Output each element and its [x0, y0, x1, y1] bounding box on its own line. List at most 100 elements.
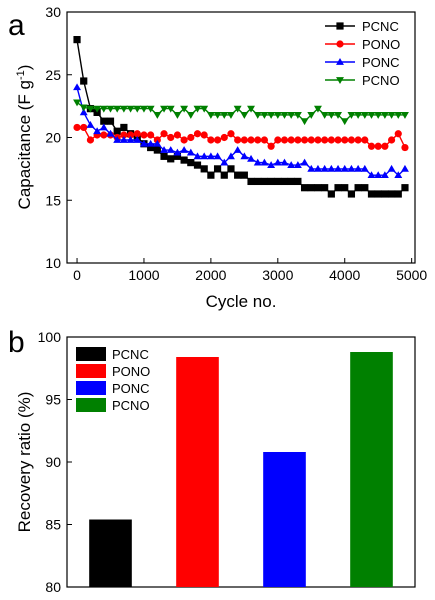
series-pcnc-point: [314, 184, 322, 192]
series-ponc-point: [380, 171, 389, 179]
panel-b-bars: [89, 352, 393, 587]
series-pcno-point: [93, 105, 102, 113]
series-pcnc-point: [347, 190, 356, 198]
series-pcno-point: [220, 112, 229, 119]
series-pcno-point: [173, 112, 182, 119]
series-pcno-point: [401, 112, 409, 119]
series-ponc-point: [300, 158, 309, 166]
series-pono-point: [167, 133, 175, 142]
series-pcno-point: [193, 105, 202, 113]
legend-swatch: [76, 398, 106, 412]
series-pcnc-point: [354, 184, 362, 192]
series-pcno-point: [340, 118, 349, 126]
panel-a-x-tick-label: 5000: [396, 267, 427, 283]
series-ponc-point: [360, 164, 369, 172]
series-pcno-point: [227, 112, 235, 119]
series-ponc-point: [253, 158, 262, 166]
panel-a-label: a: [8, 9, 25, 42]
series-pcno-point: [273, 112, 282, 119]
series-ponc-point: [260, 158, 269, 166]
legend-label: PONC: [362, 55, 400, 70]
series-pcnc-point: [106, 117, 115, 125]
series-pcnc-point: [401, 184, 409, 192]
series-pono-point: [147, 131, 155, 139]
y-title-sup: -1: [15, 70, 27, 80]
series-pono-point: [207, 136, 215, 144]
series-pcno-point: [213, 112, 222, 119]
series-pono-point: [86, 136, 95, 144]
series-pcnc-point: [207, 171, 215, 179]
series-pcnc-point: [147, 143, 155, 152]
series-pono-point: [220, 133, 228, 142]
panel-a-y-tick-label: 25: [45, 67, 61, 83]
bar-pcnc: [89, 519, 132, 587]
series-pono-point: [160, 130, 168, 138]
series-pono-point: [287, 136, 295, 144]
series-pcnc-point: [334, 184, 342, 192]
series-pono-point: [354, 136, 362, 144]
series-pcno-point: [374, 112, 383, 119]
series-pcnc-point: [167, 155, 175, 163]
series-ponc-point: [227, 152, 235, 160]
series-pcnc-point: [213, 165, 222, 173]
series-pcno-point: [247, 105, 255, 113]
series-pcno-point: [79, 104, 88, 112]
panel-a-y-tick-label: 15: [45, 192, 61, 208]
series-ponc-point: [401, 164, 409, 172]
series-ponc-point: [186, 148, 195, 156]
panel-b-y-tick-label: 100: [38, 329, 62, 345]
series-pono-point: [347, 136, 356, 144]
series-pono-point: [341, 136, 349, 144]
panel-b-legend: PCNC PONO PONC PCNO: [76, 347, 150, 413]
series-ponc-point: [340, 164, 349, 172]
panel-b-y-tick-label: 95: [45, 392, 61, 408]
series-pcno-point: [380, 112, 389, 119]
series-pono-point: [314, 136, 322, 144]
series-pono-point: [307, 136, 315, 144]
series-ponc-point: [233, 146, 242, 153]
series-pono-point: [267, 142, 275, 150]
panel-a-y-tick-label: 20: [45, 130, 61, 146]
series-pcno-point: [314, 105, 322, 113]
legend-swatch: [76, 364, 106, 378]
series-ponc-point: [213, 152, 222, 160]
legend-label: PCNC: [362, 19, 399, 34]
series-ponc-point: [334, 164, 342, 172]
series-pcnc-point: [227, 165, 235, 173]
series-pcnc-point: [367, 190, 376, 198]
series-ponc-point: [314, 164, 322, 172]
series-ponc-point: [106, 129, 115, 137]
legend-item-pcnc: PCNC: [325, 19, 399, 34]
series-pono-point: [321, 136, 329, 144]
series-pcno-point: [360, 112, 369, 119]
series-ponc-point: [240, 152, 249, 160]
series-pcnc-point: [307, 184, 315, 192]
legend-swatch: [76, 381, 106, 395]
series-ponc-point: [374, 171, 383, 179]
bar-pono: [176, 357, 219, 587]
series-pcnc-point: [220, 171, 228, 179]
series-pcno-point: [200, 105, 209, 113]
series-pono-point: [367, 142, 376, 150]
legend-label: PONO: [362, 37, 400, 52]
series-pcnc-point: [394, 190, 402, 198]
series-pcno-point: [166, 105, 175, 113]
bar-ponc: [263, 452, 306, 587]
panel-b-axes: 80 85 90 95 100: [38, 329, 72, 595]
series-pono-point: [280, 136, 289, 144]
series-pcno-point: [253, 112, 262, 119]
series-pcno: [73, 99, 409, 126]
series-ponc-point: [367, 171, 376, 179]
legend-item-pono: PONO: [325, 37, 400, 52]
series-pono-point: [327, 136, 335, 144]
legend-marker: [336, 40, 344, 48]
series-pcnc-point: [341, 184, 349, 192]
panel-a-y-axis-title: Capacitance (F g-1): [15, 65, 34, 210]
legend-label: PONO: [112, 364, 150, 379]
series-pcnc-point: [100, 117, 108, 125]
legend-label: PCNO: [112, 398, 150, 413]
series-ponc-point: [99, 123, 108, 131]
series-pcnc-point: [387, 190, 396, 198]
series-pcno-point: [354, 112, 363, 119]
panel-b: b 80 85 90 95 100 PCNC PONO PONC PCNO Recovery …: [8, 326, 416, 595]
